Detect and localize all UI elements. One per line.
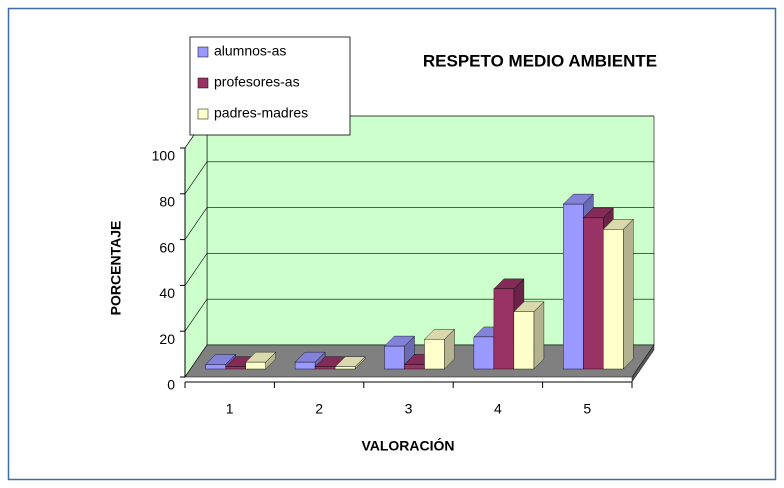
- y-tick-label: 60: [159, 239, 175, 255]
- x-tick-label: 3: [405, 401, 413, 417]
- bar-side: [623, 218, 634, 370]
- grid-line: [184, 253, 654, 286]
- bar-front: [334, 366, 356, 370]
- grid-line: [184, 161, 654, 194]
- legend-label: padres-madres: [214, 105, 308, 121]
- bar-front: [294, 361, 316, 370]
- floor-edge: [631, 344, 655, 383]
- legend-label: profesores-as: [214, 74, 300, 90]
- bar-front: [205, 364, 226, 370]
- bar-front: [424, 339, 445, 370]
- x-tick-label: 4: [494, 401, 502, 417]
- x-tick-label: 1: [226, 401, 234, 417]
- y-tick-label: 100: [152, 148, 176, 164]
- y-axis-label: PORCENTAJE: [108, 221, 124, 316]
- bar-front: [513, 311, 535, 370]
- bar-front: [563, 203, 584, 370]
- legend-swatch: [197, 108, 209, 120]
- bar: [602, 218, 634, 370]
- bar-front: [473, 336, 495, 370]
- legend-swatch: [197, 77, 209, 89]
- legend-swatch: [197, 46, 209, 58]
- bar-front: [225, 366, 246, 370]
- legend-label: alumnos-as: [214, 43, 286, 59]
- bar-front: [245, 361, 266, 370]
- x-tick-label: 5: [583, 401, 591, 417]
- bar-front: [404, 364, 425, 370]
- bar: [424, 328, 455, 370]
- bar-front: [314, 366, 336, 370]
- bar-front: [493, 288, 515, 370]
- bar: [245, 351, 277, 370]
- bar-side: [533, 301, 545, 370]
- legend-box: [189, 36, 351, 136]
- bar-front: [384, 345, 405, 370]
- x-tick-label: 2: [315, 401, 323, 417]
- chart-title: RESPETO MEDIO AMBIENTE: [423, 51, 657, 70]
- y-tick-label: 80: [159, 194, 175, 210]
- grid-line: [184, 207, 654, 240]
- y-tick-label: 20: [159, 331, 175, 347]
- y-tick-label: 40: [159, 285, 175, 301]
- bar: [334, 356, 366, 370]
- bar: [513, 301, 545, 370]
- side-wall: [184, 115, 208, 378]
- x-axis-label: VALORACIÓN: [361, 437, 454, 454]
- y-tick-label: 0: [167, 377, 175, 393]
- bar-front: [583, 217, 604, 370]
- bar-front: [603, 229, 624, 370]
